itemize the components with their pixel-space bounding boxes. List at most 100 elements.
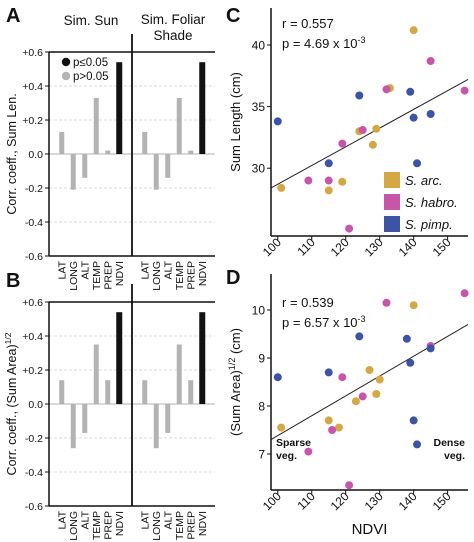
legend-label: S. habro. (405, 195, 458, 210)
x-tick-label: 100 (260, 235, 284, 259)
data-point (277, 423, 286, 432)
regression-line (270, 323, 469, 441)
data-point (345, 481, 354, 490)
data-point (277, 183, 286, 192)
data-point (334, 423, 343, 432)
y-tick-label: -0.4 (25, 217, 43, 229)
bar-long (70, 154, 76, 190)
data-point (382, 298, 391, 307)
data-point (365, 366, 374, 374)
data-point (338, 177, 347, 186)
bar-temp (93, 97, 99, 154)
header-shade: Shade (153, 28, 192, 43)
x-category-label: PREP (102, 261, 114, 290)
data-point (358, 126, 367, 135)
data-point (273, 373, 282, 382)
x-category-label: NDVI (197, 511, 209, 536)
bar-ndvi (116, 62, 123, 155)
scatter-plot-d: 7 8 9 10 100 110 120 130 140 150 (Sum Area)1/2 (cm… (227, 274, 469, 538)
x-category-label: LAT (56, 510, 68, 529)
data-point (426, 109, 435, 118)
y-axis-label: (Sum Area)1/2 (cm) (227, 328, 243, 436)
legend-label: S. pimp. (405, 217, 453, 232)
bar-long (70, 404, 76, 449)
data-point (382, 85, 391, 94)
data-point (406, 87, 415, 96)
bar-ndvi (199, 62, 206, 155)
data-point (409, 301, 418, 310)
y-tick-label: -0.6 (25, 501, 43, 513)
x-axis-label: NDVI (352, 521, 388, 538)
data-point (375, 375, 384, 384)
sparse-veg-line1: Sparse (276, 437, 311, 449)
x-tick-label: 140 (396, 489, 420, 513)
bar-lat (59, 380, 65, 404)
y-tick-label: 40 (252, 38, 266, 52)
bar-temp (176, 344, 182, 404)
data-point (338, 373, 347, 382)
bar-prep (105, 380, 111, 404)
bar-ndvi (199, 312, 206, 404)
x-category-label: NDVI (114, 511, 126, 536)
x-category-label: TEMP (91, 511, 103, 540)
data-point (409, 113, 418, 122)
y-tick-label: 10 (252, 304, 266, 318)
data-point (426, 344, 435, 353)
x-category-label: LAT (56, 260, 68, 279)
data-point (460, 86, 469, 95)
data-point (351, 397, 360, 406)
legend-swatch (384, 216, 400, 232)
bar-long (153, 404, 159, 449)
data-point (426, 56, 435, 65)
data-point (338, 139, 347, 148)
bar-lat (142, 131, 148, 154)
x-tick-label: 100 (260, 489, 284, 513)
data-point (358, 392, 367, 401)
y-tick-label: 9 (258, 352, 265, 366)
legend-label: S. arc. (405, 173, 443, 188)
dense-veg-line1: Dense (433, 437, 465, 449)
bar-temp (93, 344, 99, 404)
legend-sig-marker (61, 57, 71, 67)
data-point (409, 416, 418, 425)
data-point (372, 390, 381, 398)
data-point (304, 176, 313, 185)
y-tick-label: 7 (258, 448, 265, 462)
regression-line (270, 79, 469, 189)
c-p-value: p = 4.69 x 10-3 (282, 35, 366, 51)
x-tick-label: 110 (294, 489, 318, 513)
y-tick-label: -0.4 (25, 467, 43, 479)
bar-lat (142, 380, 148, 404)
bar-long (153, 154, 159, 190)
species-legend: S. arc. S. habro. S. pimp. (384, 172, 458, 232)
x-tick-label: 130 (362, 489, 386, 513)
data-point (345, 224, 354, 233)
data-point (413, 440, 422, 449)
sparse-veg-line2: veg. (276, 450, 297, 462)
legend-swatch (384, 172, 400, 188)
data-point (413, 159, 422, 168)
data-point (355, 332, 364, 341)
dense-veg-line2: veg. (444, 450, 465, 462)
y-axis-label: Corr. coeff., Sum Len. (5, 93, 19, 214)
legend-swatch (384, 194, 400, 210)
y-axis-label: Sum Length (cm) (228, 72, 243, 172)
y-tick-label: +0.2 (22, 365, 43, 377)
data-point (460, 289, 469, 298)
panel-label-d: D (226, 267, 240, 289)
c-r-value: r = 0.557 (282, 16, 334, 31)
d-r-value: r = 0.539 (282, 295, 334, 310)
x-category-label: LAT (139, 510, 151, 529)
bar-prep (188, 380, 194, 404)
panel-label-c: C (226, 5, 240, 27)
x-tick-label: 150 (430, 235, 454, 259)
x-category-label: LONG (151, 261, 163, 291)
x-category-label: PREP (185, 261, 197, 290)
x-category-label: LONG (68, 511, 80, 541)
panel-label-a: A (6, 5, 20, 27)
x-category-label: ALT (79, 510, 91, 529)
x-category-label: LAT (139, 260, 151, 279)
y-tick-label: -0.2 (25, 183, 43, 195)
x-category-label: TEMP (174, 511, 186, 540)
